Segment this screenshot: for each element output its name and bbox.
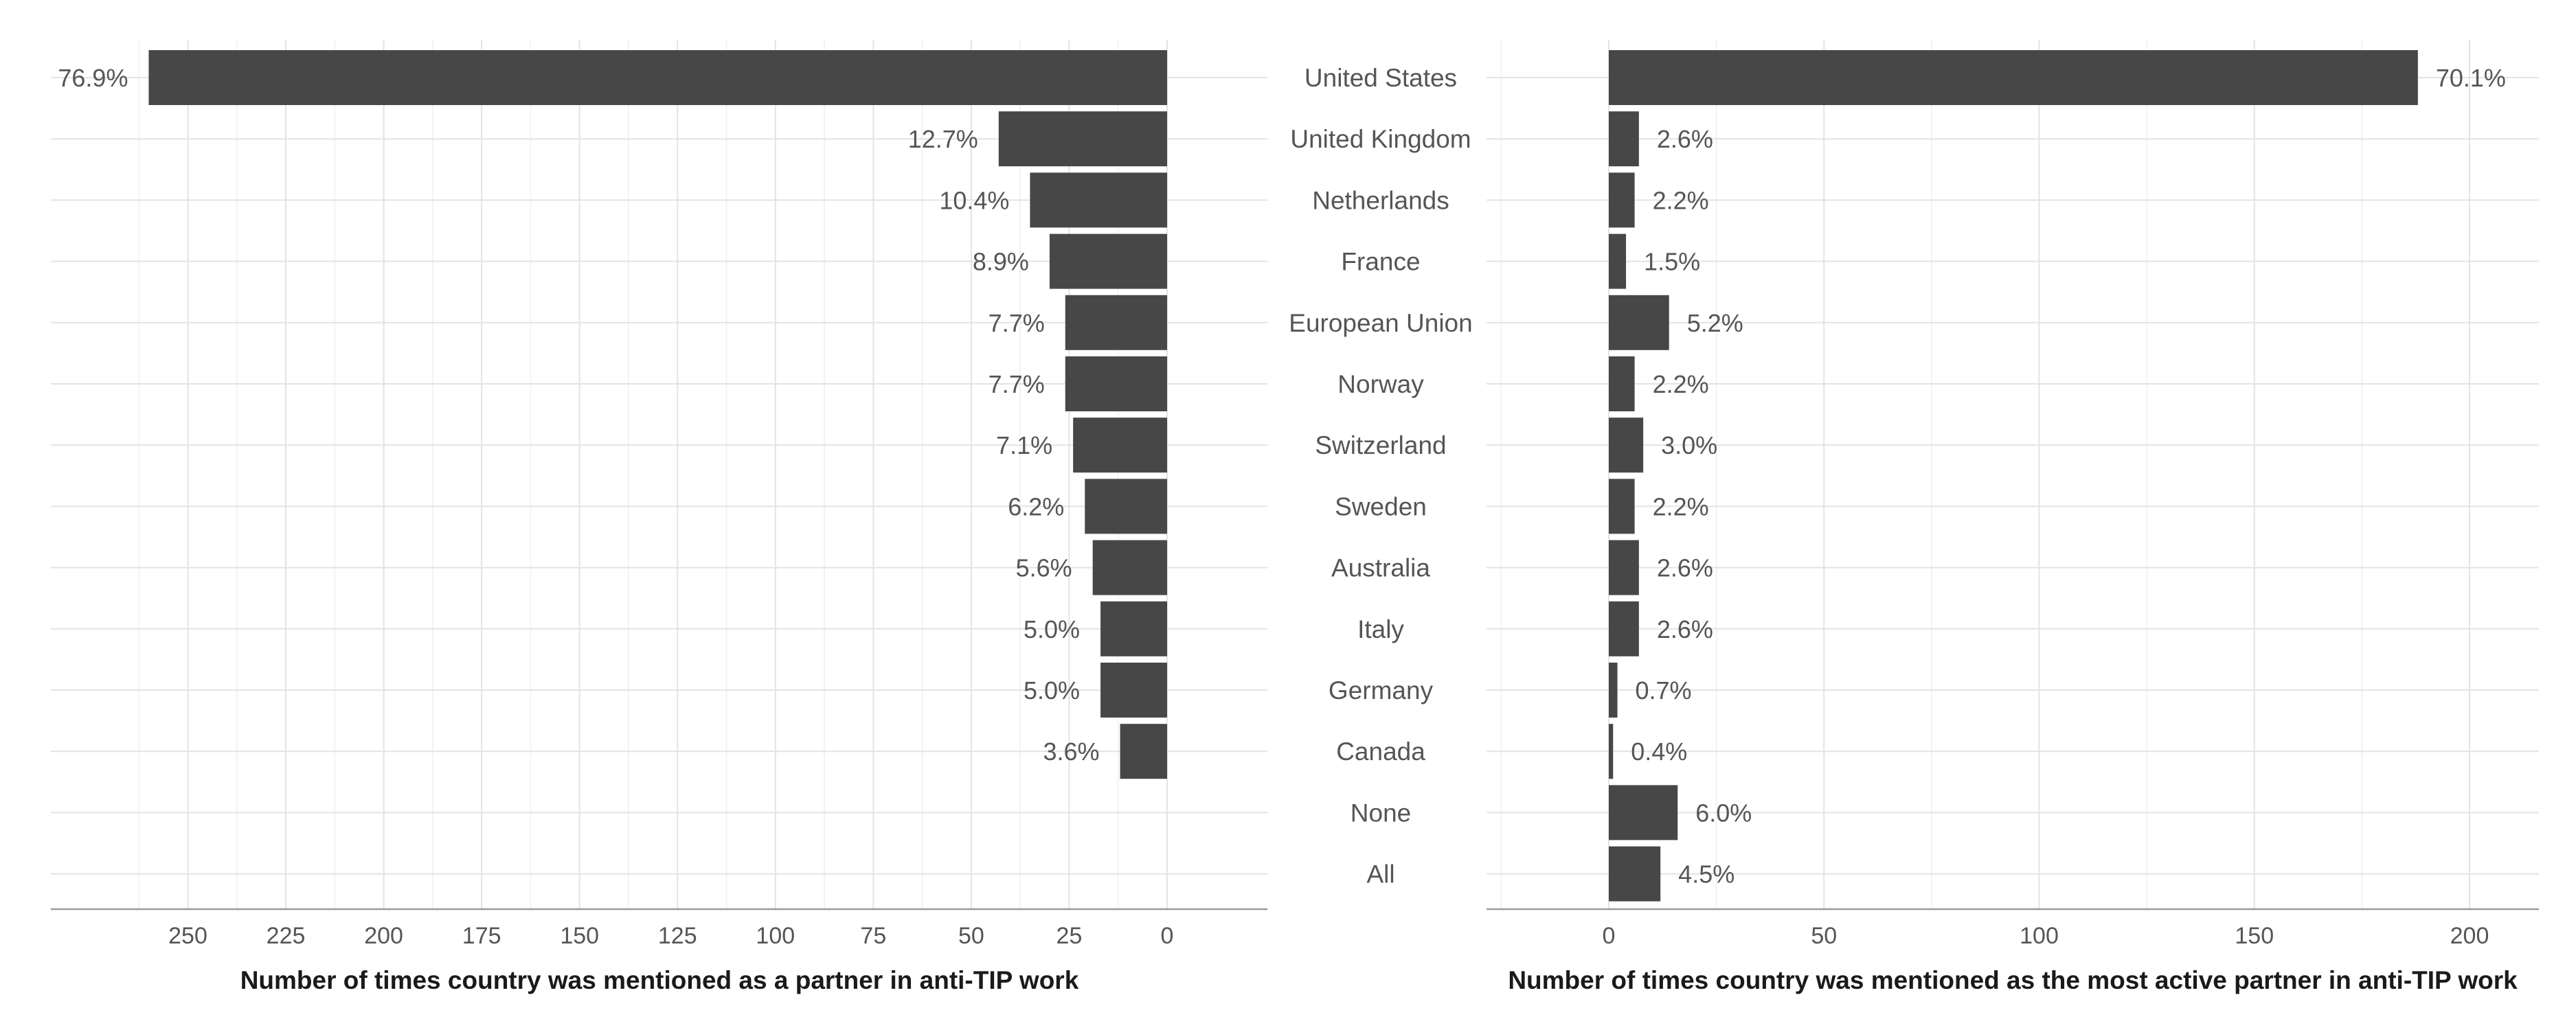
category-labels: United States United Kingdom Netherlands Fr… bbox=[1289, 64, 1472, 889]
left-data-label: 5.6% bbox=[1016, 554, 1072, 582]
left-bar bbox=[1065, 295, 1167, 350]
left-x-axis-title: Number of times country was mentioned as… bbox=[240, 966, 1079, 994]
category-label: Germany bbox=[1329, 676, 1434, 705]
right-bar bbox=[1609, 356, 1635, 411]
right-bar bbox=[1609, 785, 1678, 840]
category-label: Canada bbox=[1336, 737, 1425, 766]
left-bar bbox=[148, 50, 1168, 105]
left-x-tick-label: 25 bbox=[1057, 923, 1083, 949]
right-x-tick-label: 0 bbox=[1603, 923, 1616, 949]
left-bar bbox=[998, 111, 1167, 167]
left-bar bbox=[1100, 601, 1167, 656]
left-data-label: 6.2% bbox=[1008, 492, 1064, 520]
left-data-label: 5.0% bbox=[1024, 615, 1080, 643]
right-x-tick-label: 150 bbox=[2235, 923, 2274, 949]
right-data-label: 2.6% bbox=[1657, 615, 1713, 643]
category-label: European Union bbox=[1289, 309, 1472, 337]
left-x-tick-label: 100 bbox=[756, 923, 795, 949]
left-data-label: 8.9% bbox=[973, 248, 1029, 276]
right-bar bbox=[1609, 479, 1635, 534]
left-data-label: 7.1% bbox=[996, 431, 1052, 459]
left-bar bbox=[1049, 233, 1167, 289]
right-x-tick-label: 100 bbox=[2020, 923, 2059, 949]
right-bar bbox=[1609, 233, 1627, 289]
right-panel: 70.1% 2.6% 2.2% 1.5% 5.2% 2.2% 3.0% 2.2% 2.6% 2.6… bbox=[1487, 40, 2539, 994]
category-label: France bbox=[1341, 248, 1420, 276]
left-data-label: 7.7% bbox=[988, 309, 1045, 337]
right-bar bbox=[1609, 724, 1614, 779]
left-x-tick-label: 200 bbox=[364, 923, 403, 949]
left-bar bbox=[1100, 663, 1167, 718]
category-label: Australia bbox=[1331, 554, 1430, 582]
left-x-tick-label: 75 bbox=[860, 923, 886, 949]
left-x-tick-label: 50 bbox=[958, 923, 984, 949]
left-data-label: 7.7% bbox=[988, 370, 1045, 398]
right-data-label: 1.5% bbox=[1644, 248, 1700, 276]
category-label: Sweden bbox=[1335, 492, 1427, 520]
left-panel: 76.9% 12.7% 10.4% 8.9% 7.7% 7.7% 7.1% 6.2% 5.6% 5… bbox=[51, 40, 1267, 994]
right-data-label: 4.5% bbox=[1678, 860, 1735, 889]
category-label: Norway bbox=[1337, 370, 1424, 398]
left-bar bbox=[1120, 724, 1167, 779]
right-data-label: 2.6% bbox=[1657, 554, 1713, 582]
right-data-label: 6.0% bbox=[1695, 799, 1752, 827]
right-data-label: 2.2% bbox=[1653, 492, 1709, 520]
right-x-tick-label: 50 bbox=[1811, 923, 1837, 949]
category-label: None bbox=[1351, 799, 1411, 827]
right-data-label: 0.4% bbox=[1631, 737, 1687, 766]
right-data-label: 2.2% bbox=[1653, 370, 1709, 398]
right-bar bbox=[1609, 417, 1644, 473]
left-data-label: 5.0% bbox=[1024, 676, 1080, 705]
right-data-label: 70.1% bbox=[2436, 64, 2506, 92]
left-bar bbox=[1030, 172, 1167, 228]
right-bar bbox=[1609, 172, 1635, 228]
right-x-tick-label: 200 bbox=[2450, 923, 2489, 949]
left-data-label: 3.6% bbox=[1043, 737, 1100, 766]
category-label: Switzerland bbox=[1315, 431, 1446, 459]
category-label: Netherlands bbox=[1312, 186, 1449, 214]
right-data-label: 3.0% bbox=[1661, 431, 1717, 459]
right-bar bbox=[1609, 50, 2418, 105]
left-data-label: 12.7% bbox=[908, 125, 978, 153]
right-x-axis-title: Number of times country was mentioned as… bbox=[1508, 966, 2518, 994]
right-bar bbox=[1609, 601, 1639, 656]
left-x-tick-label: 125 bbox=[658, 923, 697, 949]
right-bar bbox=[1609, 295, 1669, 350]
left-bar bbox=[1073, 417, 1167, 473]
right-data-label: 5.2% bbox=[1687, 309, 1743, 337]
right-bar bbox=[1609, 111, 1639, 167]
category-label: All bbox=[1366, 860, 1394, 889]
right-bar bbox=[1609, 663, 1618, 718]
left-x-tick-label: 0 bbox=[1161, 923, 1174, 949]
left-data-label: 76.9% bbox=[58, 64, 128, 92]
left-data-label: 10.4% bbox=[939, 186, 1009, 214]
right-data-label: 2.6% bbox=[1657, 125, 1713, 153]
left-x-tick-label: 250 bbox=[168, 923, 207, 949]
right-data-label: 2.2% bbox=[1653, 186, 1709, 214]
right-data-label: 0.7% bbox=[1636, 676, 1692, 705]
category-label: United States bbox=[1304, 64, 1457, 92]
left-x-tick-label: 175 bbox=[462, 923, 501, 949]
right-bar bbox=[1609, 540, 1639, 595]
category-label: Italy bbox=[1357, 615, 1404, 643]
left-x-tick-label: 150 bbox=[560, 923, 599, 949]
left-bar bbox=[1085, 479, 1167, 534]
left-bar bbox=[1092, 540, 1167, 595]
left-bar bbox=[1065, 356, 1167, 411]
right-bar bbox=[1609, 846, 1661, 902]
category-label: United Kingdom bbox=[1290, 125, 1471, 153]
left-x-tick-label: 225 bbox=[267, 923, 306, 949]
